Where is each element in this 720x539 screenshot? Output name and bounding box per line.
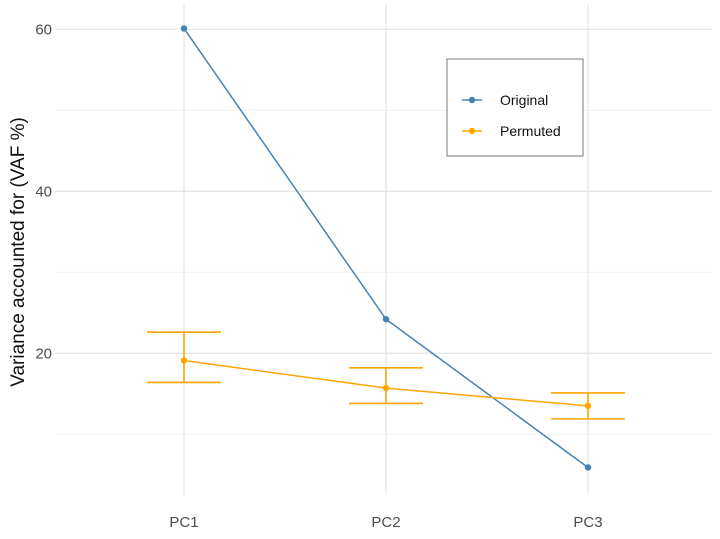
legend-item-original: Original (462, 92, 548, 108)
legend-label-permuted: Permuted (500, 123, 561, 139)
x-tick-label: PC1 (169, 514, 198, 531)
legend-key-point (468, 96, 476, 104)
y-tick-label: 40 (35, 183, 52, 200)
grid (55, 5, 712, 495)
legend-label-original: Original (500, 92, 548, 108)
x-axis-ticks: PC1 PC2 PC3 (169, 514, 602, 531)
data-point-permuted (382, 384, 390, 392)
plot-series (147, 25, 625, 471)
series-permuted (147, 331, 625, 420)
data-point-original (584, 464, 592, 471)
legend: Original Permuted (446, 58, 584, 157)
y-axis-ticks: 20 40 60 (35, 21, 52, 362)
legend-key-point (468, 127, 476, 135)
y-tick-label: 20 (35, 345, 52, 362)
data-point-permuted (584, 402, 592, 410)
series-original (180, 25, 592, 471)
x-tick-label: PC2 (371, 514, 400, 531)
data-point-permuted (180, 357, 188, 364)
legend-items: Original Permuted (462, 92, 561, 139)
error-bar (147, 331, 221, 384)
legend-box (446, 58, 584, 157)
data-point-original (180, 25, 188, 32)
x-tick-label: PC3 (573, 514, 602, 531)
y-axis-title: Variance accounted for (VAF %) (8, 117, 29, 387)
y-tick-label: 60 (35, 21, 52, 38)
legend-item-permuted: Permuted (462, 123, 561, 139)
data-point-original (382, 316, 390, 323)
